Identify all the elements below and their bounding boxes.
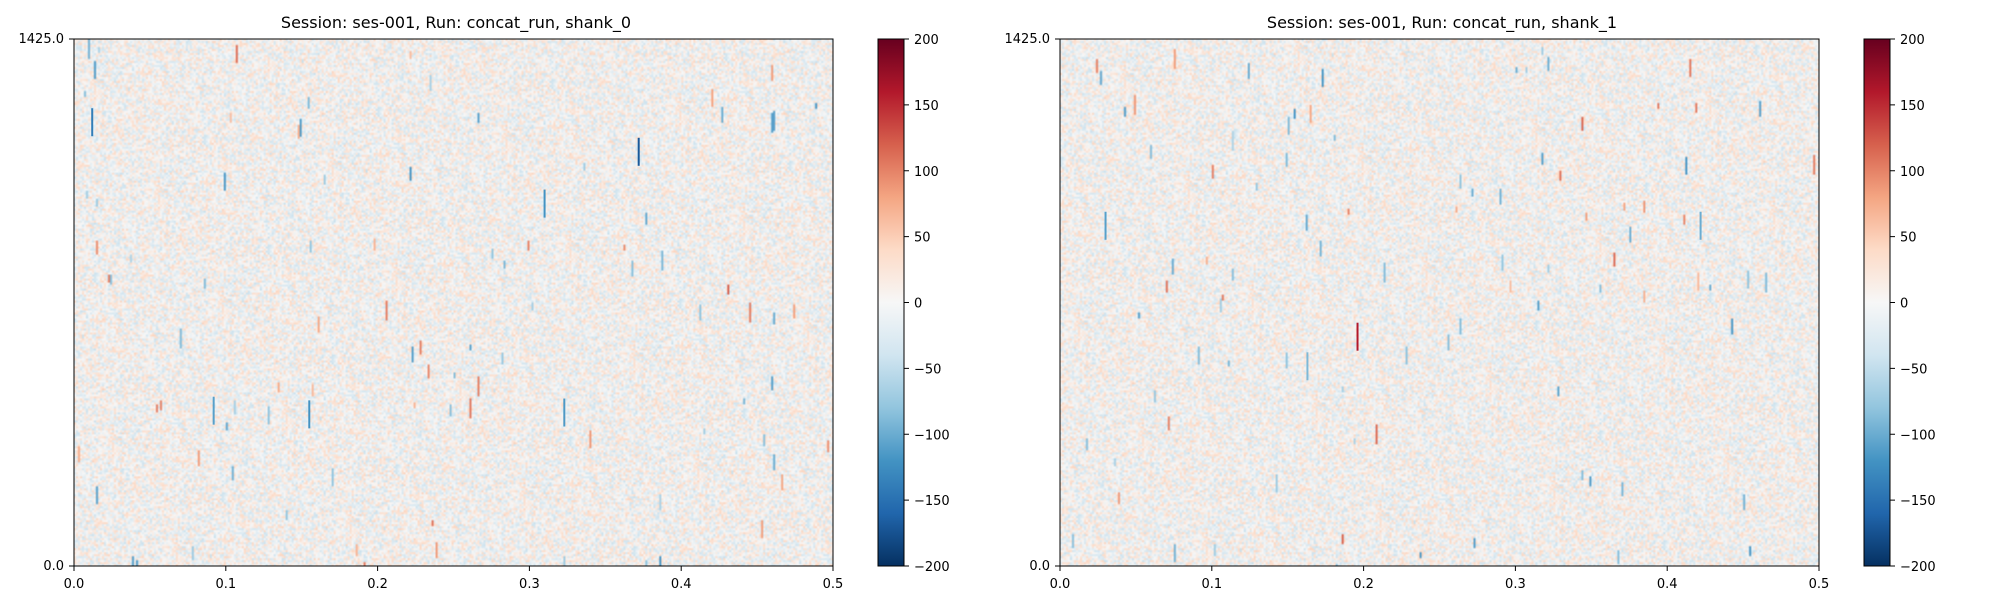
colorbar-tick-label: 200 <box>914 33 939 48</box>
colorbar-tick-label: −100 <box>914 428 950 443</box>
x-tick-label: 0.0 <box>1050 577 1071 592</box>
event-mark <box>637 137 640 166</box>
x-axis: 0.0 0.1 0.2 0.3 0.4 0.5 <box>1050 566 1830 592</box>
colorbar-tick-label: 150 <box>914 99 939 114</box>
y-tick-label: 0.0 <box>1029 559 1050 574</box>
x-tick-label: 0.5 <box>1809 577 1830 592</box>
colorbar-tick-label: 0 <box>914 297 922 312</box>
colorbar-tick-label: 200 <box>1900 33 1925 48</box>
colorbar-tick-label: 150 <box>1900 99 1925 114</box>
y-axis: 0.0 1425.0 <box>1005 32 1060 574</box>
event-mark <box>563 398 566 427</box>
x-tick-label: 0.5 <box>823 577 844 592</box>
x-tick-label: 0.2 <box>1353 577 1374 592</box>
colorbar-tick-label: 50 <box>914 231 931 246</box>
x-tick-label: 0.2 <box>367 577 388 592</box>
y-axis: 0.0 1425.0 <box>19 32 74 574</box>
colorbar-tick-label: −200 <box>914 560 950 575</box>
colorbar: 200 150 100 50 0 −50 −100 −150 −200 <box>877 33 950 575</box>
x-tick-label: 0.4 <box>671 577 692 592</box>
event-mark <box>543 189 546 218</box>
colorbar-tick-label: 100 <box>1900 165 1925 180</box>
chart-title: Session: ses-001, Run: concat_run, shank… <box>1267 13 1617 33</box>
heatmap-panel-shank-1: Session: ses-001, Run: concat_run, shank… <box>1005 13 1936 592</box>
event-mark <box>1699 211 1702 240</box>
event-mark <box>212 396 215 425</box>
heatmap-image <box>74 39 833 566</box>
colorbar-tick-label: −100 <box>1900 428 1936 443</box>
y-tick-label: 1425.0 <box>1005 32 1051 47</box>
x-tick-label: 0.3 <box>519 577 540 592</box>
x-tick-label: 0.3 <box>1505 577 1526 592</box>
x-tick-label: 0.4 <box>1657 577 1678 592</box>
plot-frame <box>1059 38 1820 567</box>
y-tick-label: 1425.0 <box>19 32 65 47</box>
colorbar-tick-label: 50 <box>1900 231 1917 246</box>
heatmap-panel-shank-0: Session: ses-001, Run: concat_run, shank… <box>19 13 950 592</box>
colorbar-tick-label: 0 <box>1900 297 1908 312</box>
y-tick-label: 0.0 <box>43 559 64 574</box>
x-tick-label: 0.1 <box>215 577 236 592</box>
x-tick-label: 0.1 <box>1201 577 1222 592</box>
colorbar-tick-label: −150 <box>914 494 950 509</box>
colorbar: 200 150 100 50 0 −50 −100 −150 −200 <box>1863 33 1936 575</box>
event-mark <box>1356 322 1359 351</box>
colorbar-tick-label: −150 <box>1900 494 1936 509</box>
x-tick-label: 0.0 <box>64 577 85 592</box>
heatmap-area <box>1060 39 1819 566</box>
event-mark <box>1306 352 1309 381</box>
event-mark <box>1104 211 1107 240</box>
x-axis: 0.0 0.1 0.2 0.3 0.4 0.5 <box>64 566 844 592</box>
colorbar-tick-label: −50 <box>914 362 941 377</box>
plot-frame <box>73 38 834 567</box>
event-mark <box>91 108 94 137</box>
heatmap-area <box>74 39 833 566</box>
heatmap-image <box>1060 39 1819 566</box>
colorbar-gradient <box>1863 38 1891 567</box>
colorbar-tick-label: −50 <box>1900 362 1927 377</box>
colorbar-tick-label: −200 <box>1900 560 1936 575</box>
colorbar-tick-label: 100 <box>914 165 939 180</box>
chart-title: Session: ses-001, Run: concat_run, shank… <box>281 13 631 33</box>
event-mark <box>308 400 311 429</box>
colorbar-gradient <box>877 38 905 567</box>
